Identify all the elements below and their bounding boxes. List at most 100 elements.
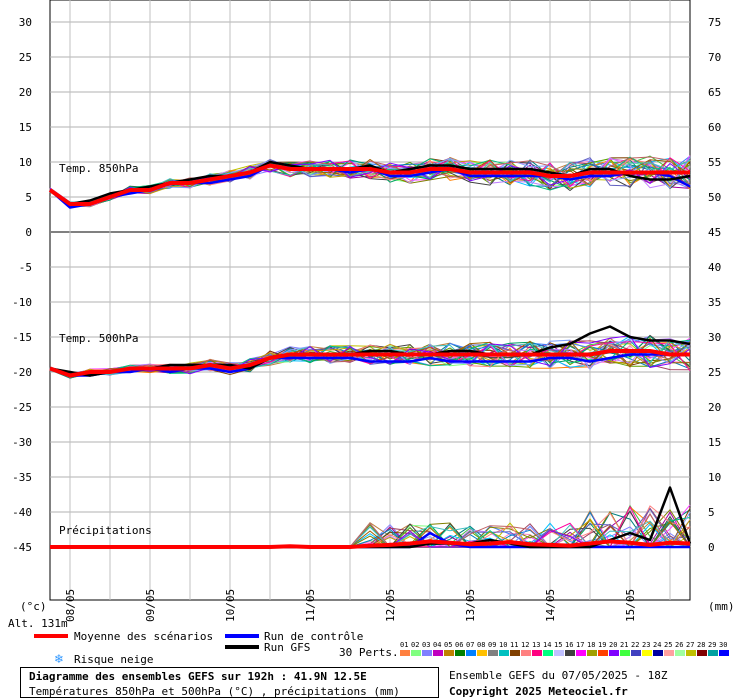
chart-grid xyxy=(49,0,691,601)
series-line-t850 xyxy=(49,160,691,206)
left-tick-label: 20 xyxy=(19,86,32,99)
right-tick-label: 5 xyxy=(708,506,715,519)
pert-number: 12 xyxy=(521,641,529,649)
pert-swatch xyxy=(576,650,586,656)
right-axis-unit: (mm) xyxy=(708,600,735,613)
right-tick-label: 25 xyxy=(708,366,721,379)
pert-number: 17 xyxy=(576,641,584,649)
right-tick-label: 10 xyxy=(708,471,721,484)
x-tick-label: 10/05 xyxy=(224,589,237,622)
right-tick-label: 65 xyxy=(708,86,721,99)
pert-swatch xyxy=(598,650,608,656)
pert-number: 07 xyxy=(466,641,474,649)
pert-swatch xyxy=(411,650,421,656)
pert-number: 14 xyxy=(543,641,551,649)
pert-swatch xyxy=(543,650,553,656)
right-tick-label: 75 xyxy=(708,16,721,29)
pert-number: 01 xyxy=(400,641,408,649)
legend-gfs-label: Run GFS xyxy=(264,641,310,654)
right-tick-label: 55 xyxy=(708,156,721,169)
left-tick-label: -5 xyxy=(19,261,32,274)
right-tick-label: 45 xyxy=(708,226,721,239)
pert-swatch xyxy=(455,650,465,656)
pert-number: 06 xyxy=(455,641,463,649)
pert-number: 16 xyxy=(565,641,573,649)
legend-snow-label: Risque neige xyxy=(74,653,153,666)
left-tick-label: 10 xyxy=(19,156,32,169)
pert-number: 28 xyxy=(697,641,705,649)
pert-number: 10 xyxy=(499,641,507,649)
pert-swatch xyxy=(642,650,652,656)
pert-number: 03 xyxy=(422,641,430,649)
perturbation-legend: 01 02 03 04 05 06 07 08 09 10 11 12 13 14 15 16 17 18 19 20… xyxy=(400,641,729,656)
pert-swatch xyxy=(565,650,575,656)
pert-number: 29 xyxy=(708,641,716,649)
left-tick-label: -15 xyxy=(12,331,32,344)
footer-subtitle: Températures 850hPa et 500hPa (°C) , pré… xyxy=(29,685,400,698)
x-tick-label: 14/05 xyxy=(544,589,557,622)
pert-swatch xyxy=(620,650,630,656)
pert-number: 18 xyxy=(587,641,595,649)
pert-number: 24 xyxy=(653,641,661,649)
pert-number: 08 xyxy=(477,641,485,649)
pert-swatch xyxy=(554,650,564,656)
pert-swatch xyxy=(444,650,454,656)
left-tick-label: -30 xyxy=(12,436,32,449)
series-line-t500 xyxy=(49,349,690,378)
pert-number: 30 xyxy=(719,641,727,649)
right-tick-label: 20 xyxy=(708,401,721,414)
pert-swatch xyxy=(510,650,520,656)
left-tick-label: 5 xyxy=(25,191,32,204)
right-tick-label: 35 xyxy=(708,296,721,309)
pert-swatch xyxy=(631,650,641,656)
series-line-precip xyxy=(50,539,691,549)
left-tick-label: -40 xyxy=(12,506,32,519)
left-tick-label: 0 xyxy=(25,226,32,239)
left-axis-ticks: 30 25 20 15 10 5 0 -5 -10 -15 -20 -25 -30 -35 -40 -45 xyxy=(12,16,32,554)
panel-label-t500: Temp. 500hPa xyxy=(59,332,138,345)
member-line-t500 xyxy=(49,343,691,377)
snowflake-icon: ❄ xyxy=(54,652,64,666)
pert-swatch xyxy=(499,650,509,656)
x-tick-label: 15/05 xyxy=(624,589,637,622)
left-axis-unit: (°c) xyxy=(20,600,47,613)
pert-number: 21 xyxy=(620,641,628,649)
left-tick-label: 15 xyxy=(19,121,32,134)
right-tick-label: 30 xyxy=(708,331,721,344)
x-tick-label: 09/05 xyxy=(144,589,157,622)
legend-perts-label: 30 Perts. xyxy=(339,646,399,659)
pert-swatch xyxy=(488,650,498,656)
pert-swatch xyxy=(422,650,432,656)
x-tick-label: 12/05 xyxy=(384,589,397,622)
pert-swatch xyxy=(609,650,619,656)
pert-swatch xyxy=(532,650,542,656)
left-tick-label: 25 xyxy=(19,51,32,64)
pert-number: 26 xyxy=(675,641,683,649)
footer-title-box: Diagramme des ensembles GEFS sur 192h : … xyxy=(20,667,439,698)
left-tick-label: -10 xyxy=(12,296,32,309)
right-tick-label: 15 xyxy=(708,436,721,449)
legend-control-label: Run de contrôle xyxy=(264,630,363,643)
panel-label-t850: Temp. 850hPa xyxy=(59,162,138,175)
pert-swatch xyxy=(719,650,729,656)
left-tick-label: -20 xyxy=(12,366,32,379)
pert-swatch xyxy=(433,650,443,656)
series-line-t850 xyxy=(48,163,690,206)
panel-label-precip: Précipitations xyxy=(59,524,152,537)
x-axis-ticks: 08/05 09/05 10/05 11/05 12/05 13/05 14/05 15/05 xyxy=(64,589,637,622)
pert-swatch xyxy=(686,650,696,656)
altitude-label: Alt. 131m xyxy=(8,617,68,630)
x-tick-label: 11/05 xyxy=(304,589,317,622)
right-tick-label: 50 xyxy=(708,191,721,204)
pert-swatch xyxy=(466,650,476,656)
pert-number: 19 xyxy=(598,641,606,649)
pert-number: 22 xyxy=(631,641,639,649)
right-tick-label: 40 xyxy=(708,261,721,274)
right-tick-label: 0 xyxy=(708,541,715,554)
legend-mean-label: Moyenne des scénarios xyxy=(74,630,213,643)
left-tick-label: -25 xyxy=(12,401,32,414)
pert-swatch xyxy=(587,650,597,656)
right-tick-label: 70 xyxy=(708,51,721,64)
